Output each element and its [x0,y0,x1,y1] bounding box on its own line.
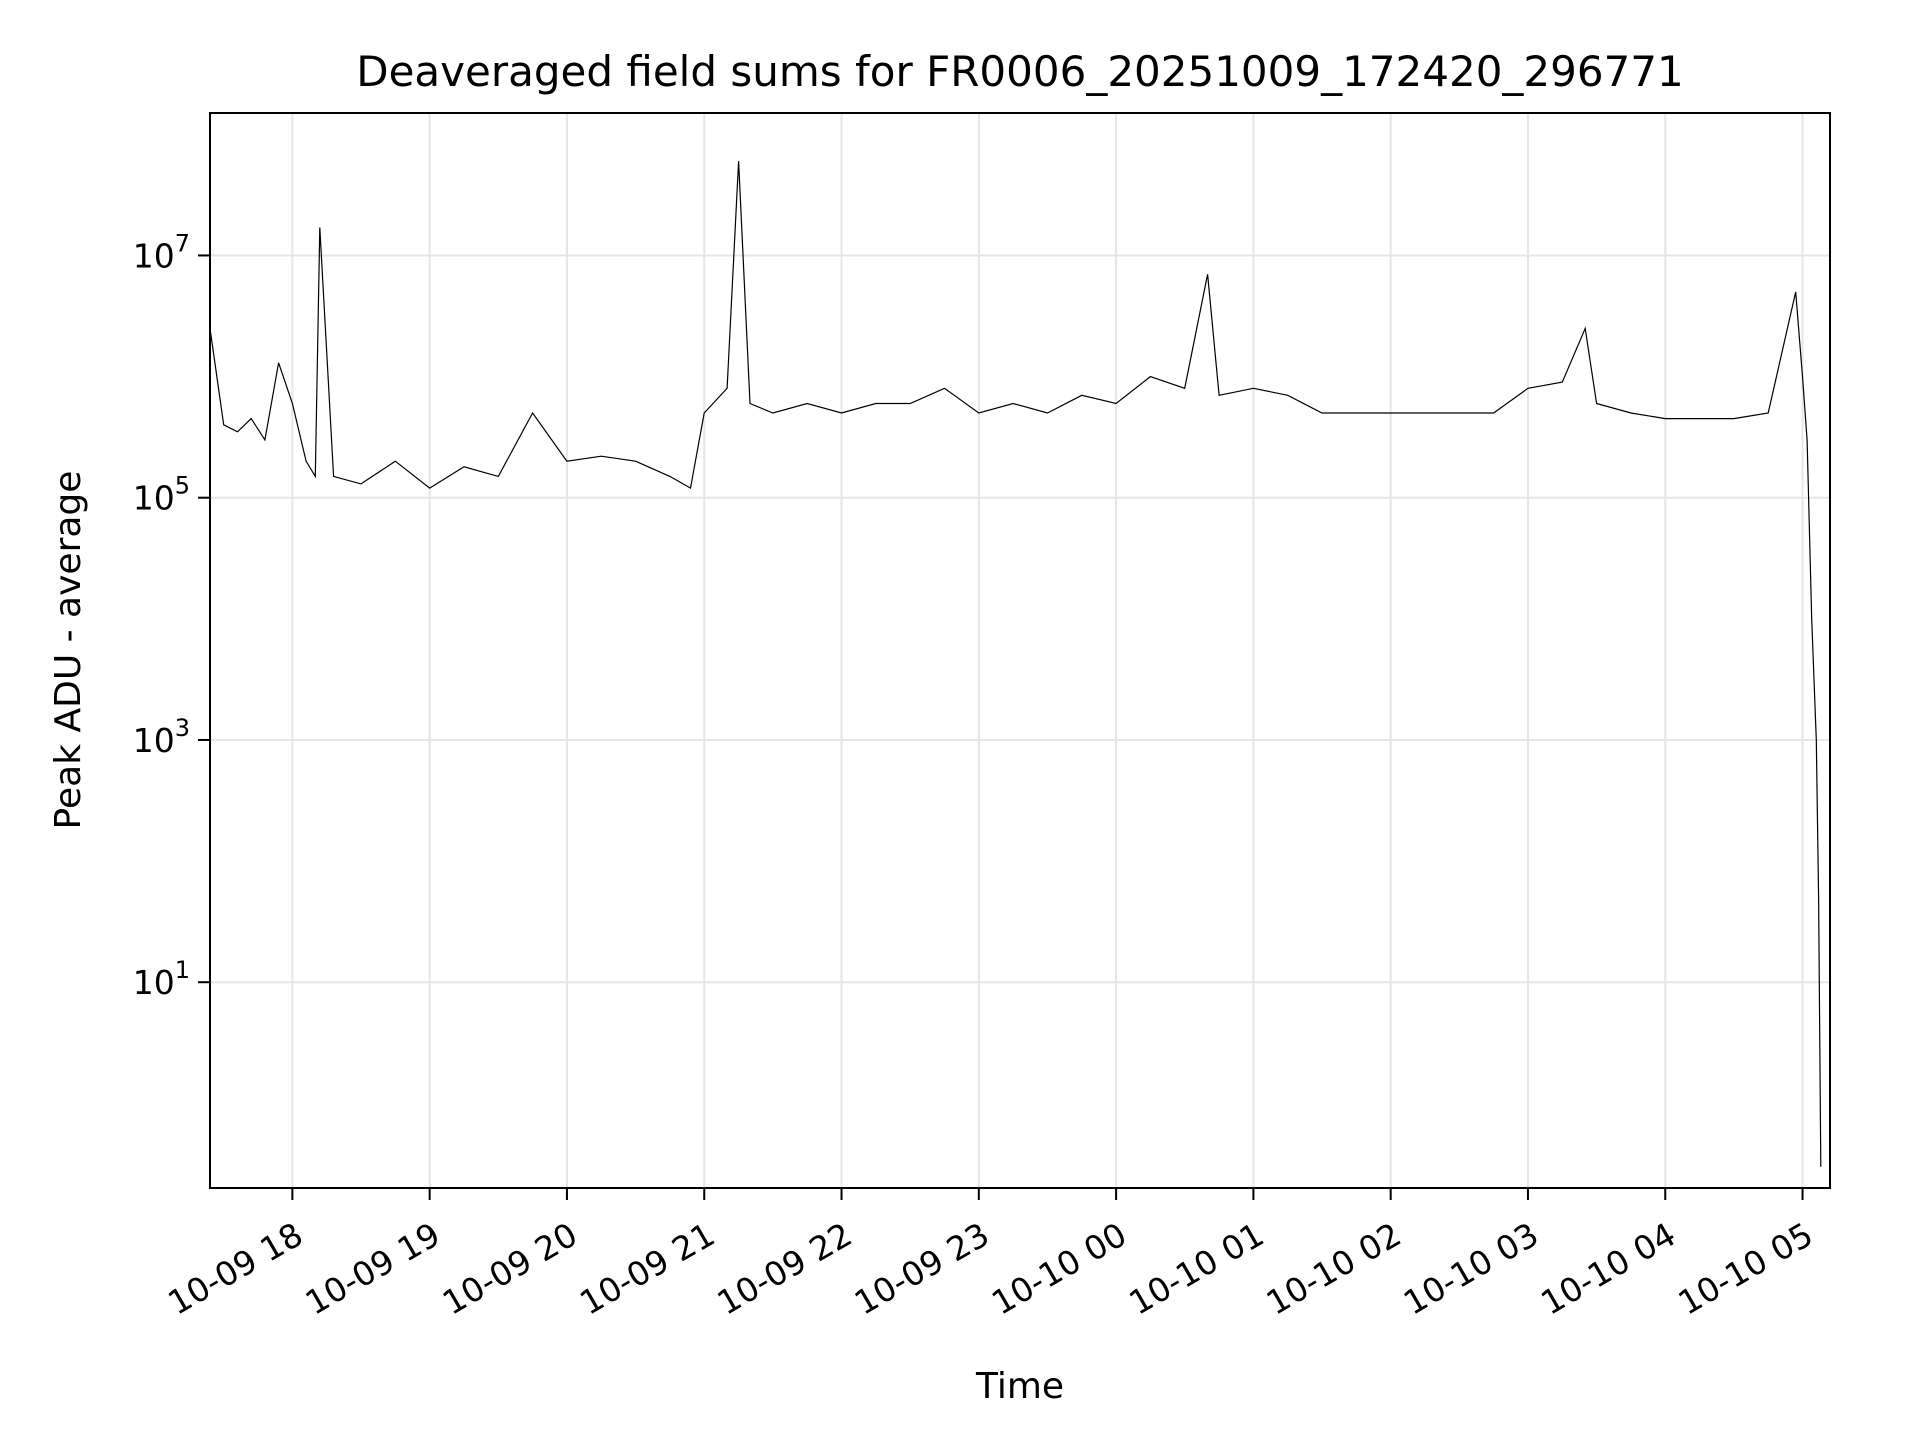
y-axis: 101 103 105 107 [133,229,210,1002]
x-axis-label: Time [975,1366,1064,1407]
y-axis-label: Peak ADU - average [48,471,89,830]
y-tick-label: 105 [133,472,190,518]
chart-title: Deaveraged field sums for FR0006_2025100… [356,47,1684,96]
plot-frame [209,112,1831,1189]
y-tick-label: 101 [133,956,190,1002]
y-tick-label: 103 [133,714,190,760]
series-group [209,161,1822,1167]
y-tick-label: 107 [133,229,190,275]
grid-lines [210,113,1830,1188]
series-line-0 [209,161,1822,1167]
